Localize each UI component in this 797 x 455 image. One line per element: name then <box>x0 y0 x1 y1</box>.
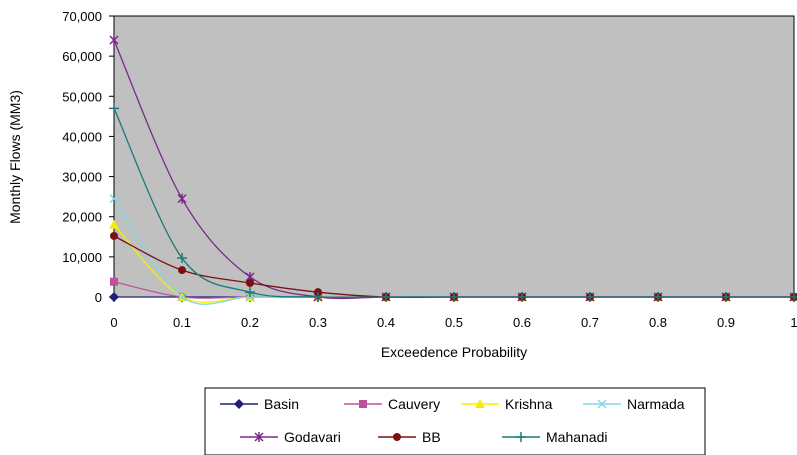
legend-item-cauvery: Cauvery <box>344 396 440 412</box>
data-point-mahanadi <box>313 292 323 302</box>
data-point-mahanadi <box>245 287 255 298</box>
legend-label: BB <box>422 429 441 445</box>
x-tick-label: 0.4 <box>377 315 395 330</box>
legend-item-bb: BB <box>378 429 441 445</box>
x-tick-label: 0.1 <box>173 315 191 330</box>
legend-marker-narmada <box>597 399 607 409</box>
y-axis-ticks: 0 10,000 20,000 30,000 40,000 50,000 60,000 70,… <box>62 9 114 305</box>
data-point-narmada <box>109 194 119 204</box>
legend-marker-cauvery <box>359 400 367 408</box>
legend-label: Basin <box>264 396 299 412</box>
legend-item-mahanadi: Mahanadi <box>502 429 608 445</box>
x-tick-label: 0.9 <box>717 315 735 330</box>
data-point-mahanadi <box>653 292 663 302</box>
y-tick-label: 30,000 <box>62 170 102 185</box>
legend-item-krishna: Krishna <box>461 396 553 412</box>
legend-marker-godavari <box>254 432 264 442</box>
data-point-bb <box>246 278 254 287</box>
legend: Basin Cauvery Krishna Narmada Godavari BB Maha… <box>204 387 706 455</box>
series-mahanadi <box>109 103 797 302</box>
x-tick-label: 0.6 <box>513 315 531 330</box>
data-point-basin <box>109 292 119 302</box>
legend-label: Cauvery <box>388 396 440 412</box>
legend-label: Narmada <box>627 396 685 412</box>
x-tick-label: 0.3 <box>309 315 327 330</box>
legend-marker-mahanadi <box>516 432 526 442</box>
y-axis-label: Monthly Flows (MM3) <box>7 90 23 224</box>
y-tick-label: 50,000 <box>62 89 102 104</box>
data-point-mahanadi <box>449 292 459 302</box>
data-point-mahanadi <box>109 103 119 114</box>
y-tick-label: 0 <box>95 290 102 305</box>
data-point-godavari <box>177 193 187 204</box>
data-point-mahanadi <box>789 292 797 302</box>
x-axis-label: Exceedence Probability <box>381 344 527 360</box>
y-tick-label: 20,000 <box>62 210 102 225</box>
data-point-cauvery <box>110 277 118 286</box>
y-tick-label: 60,000 <box>62 49 102 64</box>
legend-box <box>204 387 706 455</box>
data-point-narmada <box>177 292 187 302</box>
data-point-krishna <box>109 219 119 229</box>
data-point-mahanadi <box>585 292 595 302</box>
legend-item-godavari: Godavari <box>240 429 341 445</box>
x-tick-label: 0.7 <box>581 315 599 330</box>
y-tick-label: 40,000 <box>62 129 102 144</box>
x-tick-label: 0 <box>110 315 117 330</box>
y-tick-label: 10,000 <box>62 250 102 265</box>
data-point-godavari <box>109 35 119 46</box>
x-tick-label: 0.2 <box>241 315 259 330</box>
series-layer <box>109 35 797 305</box>
y-tick-label: 70,000 <box>62 9 102 24</box>
x-tick-label: 1 <box>790 315 797 330</box>
data-point-mahanadi <box>177 253 187 264</box>
data-point-bb <box>178 266 186 275</box>
legend-item-narmada: Narmada <box>583 396 685 412</box>
legend-label: Krishna <box>505 396 553 412</box>
legend-marker-bb <box>393 433 401 441</box>
legend-label: Godavari <box>284 429 341 445</box>
legend-marker-basin <box>234 399 244 409</box>
x-tick-label: 0.8 <box>649 315 667 330</box>
data-point-mahanadi <box>721 292 731 302</box>
data-point-mahanadi <box>517 292 527 302</box>
plot-area <box>113 15 795 298</box>
legend-label: Mahanadi <box>546 429 608 445</box>
legend-item-basin: Basin <box>220 396 299 412</box>
legend-marker-krishna <box>475 399 485 408</box>
series-line-mahanadi <box>113 108 794 299</box>
data-point-mahanadi <box>381 292 391 302</box>
data-point-bb <box>110 231 118 240</box>
x-tick-label: 0.5 <box>445 315 463 330</box>
